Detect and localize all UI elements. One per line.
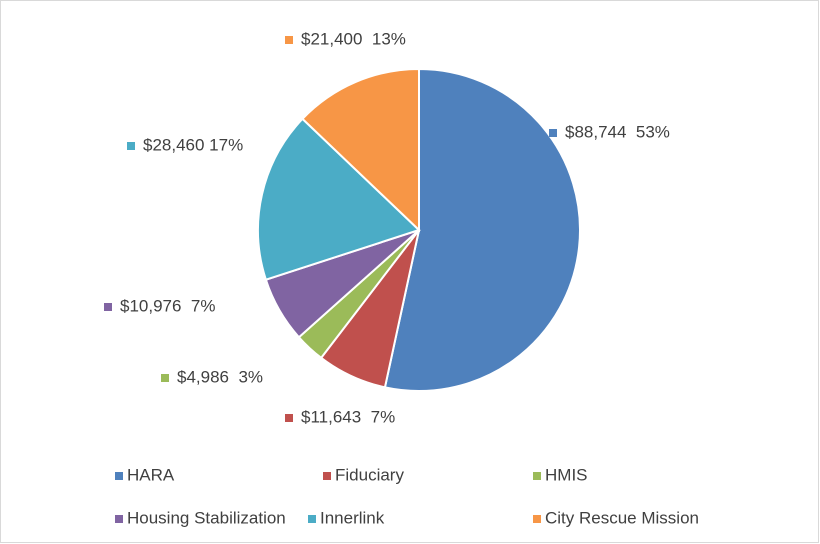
legend-swatch [533,515,541,523]
legend-label: HARA [127,465,175,484]
legend-swatch [323,472,331,480]
data-label: $10,976 7% [120,296,215,315]
data-label: $28,460 17% [143,135,243,154]
pie-slice [257,117,421,281]
label-swatch [161,374,169,382]
data-label: $11,643 7% [301,407,395,426]
pie-slice [301,67,420,233]
data-label: $88,744 53% [565,122,670,141]
legend-swatch [308,515,316,523]
pie-slice [383,67,581,392]
legend-label: Fiduciary [335,465,404,484]
legend-swatch [533,472,541,480]
label-swatch [285,36,293,44]
legend-label: Innerlink [320,508,385,527]
label-swatch [127,142,135,150]
data-label: $21,400 13% [301,29,406,48]
data-label: $4,986 3% [177,367,263,386]
label-swatch [285,414,293,422]
legend-label: Housing Stabilization [127,508,286,527]
label-swatch [549,129,557,137]
legend-swatch [115,472,123,480]
legend-label: HMIS [545,465,588,484]
legend-label: City Rescue Mission [545,508,699,527]
label-swatch [104,303,112,311]
legend-swatch [115,515,123,523]
